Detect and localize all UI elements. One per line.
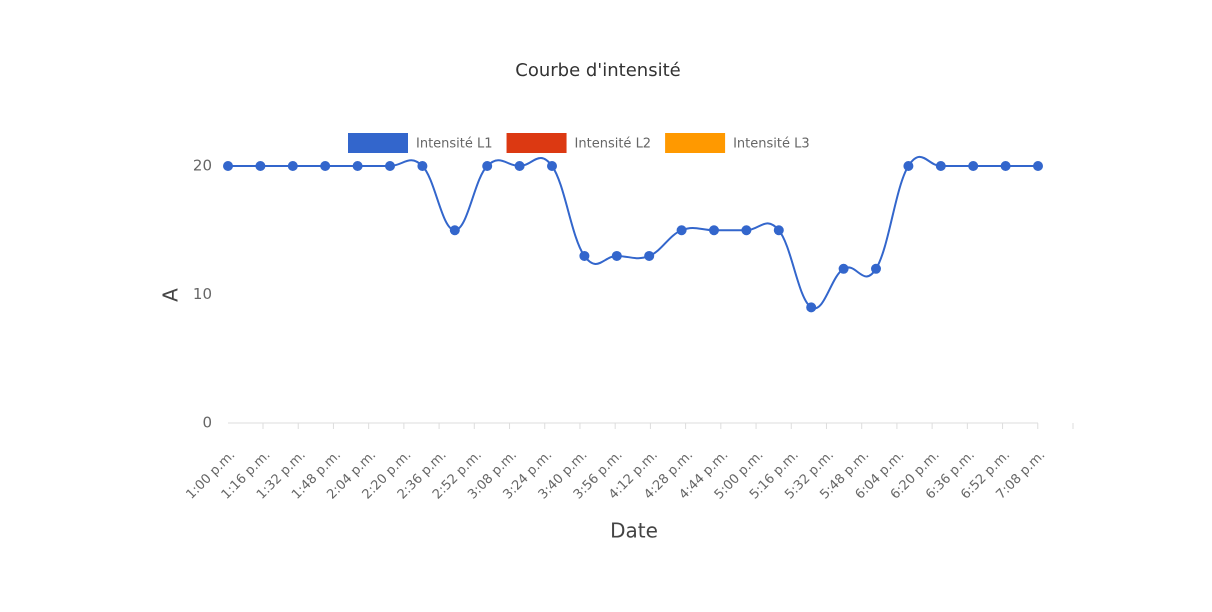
point: [579, 250, 590, 261]
legend-swatch: [506, 133, 567, 153]
point: [611, 250, 622, 261]
y-tick-label: 0: [202, 414, 212, 432]
point: [449, 225, 460, 236]
point: [871, 263, 881, 274]
point: [644, 250, 655, 261]
point: [935, 161, 946, 171]
point: [1033, 161, 1043, 171]
point: [709, 225, 719, 236]
legend-swatch: [665, 133, 726, 153]
point: [1000, 161, 1011, 171]
y-tick-label: 10: [193, 285, 212, 303]
point: [838, 263, 849, 274]
point: [287, 161, 298, 171]
y-tick-label: 20: [193, 157, 212, 175]
point: [773, 225, 784, 236]
x-axis-label: Date: [610, 519, 658, 543]
legend-label: Intensité L2: [575, 137, 652, 152]
point: [903, 161, 914, 171]
line: [228, 155, 1038, 310]
point: [806, 302, 817, 313]
point: [417, 161, 428, 171]
point: [968, 161, 979, 171]
point: [223, 161, 233, 171]
legend-label: Intensité L3: [733, 137, 810, 152]
point: [547, 161, 557, 171]
point: [385, 161, 395, 171]
point: [320, 161, 331, 171]
y-axis-label: A: [159, 288, 183, 302]
legend-label: Intensité L1: [416, 137, 493, 152]
point: [514, 161, 525, 171]
legend-swatch: [348, 133, 408, 153]
point: [676, 225, 687, 236]
chart-title: Courbe d'intensité: [515, 60, 680, 81]
point: [482, 161, 493, 171]
point: [352, 161, 363, 171]
point: [741, 225, 752, 236]
point: [255, 161, 266, 171]
